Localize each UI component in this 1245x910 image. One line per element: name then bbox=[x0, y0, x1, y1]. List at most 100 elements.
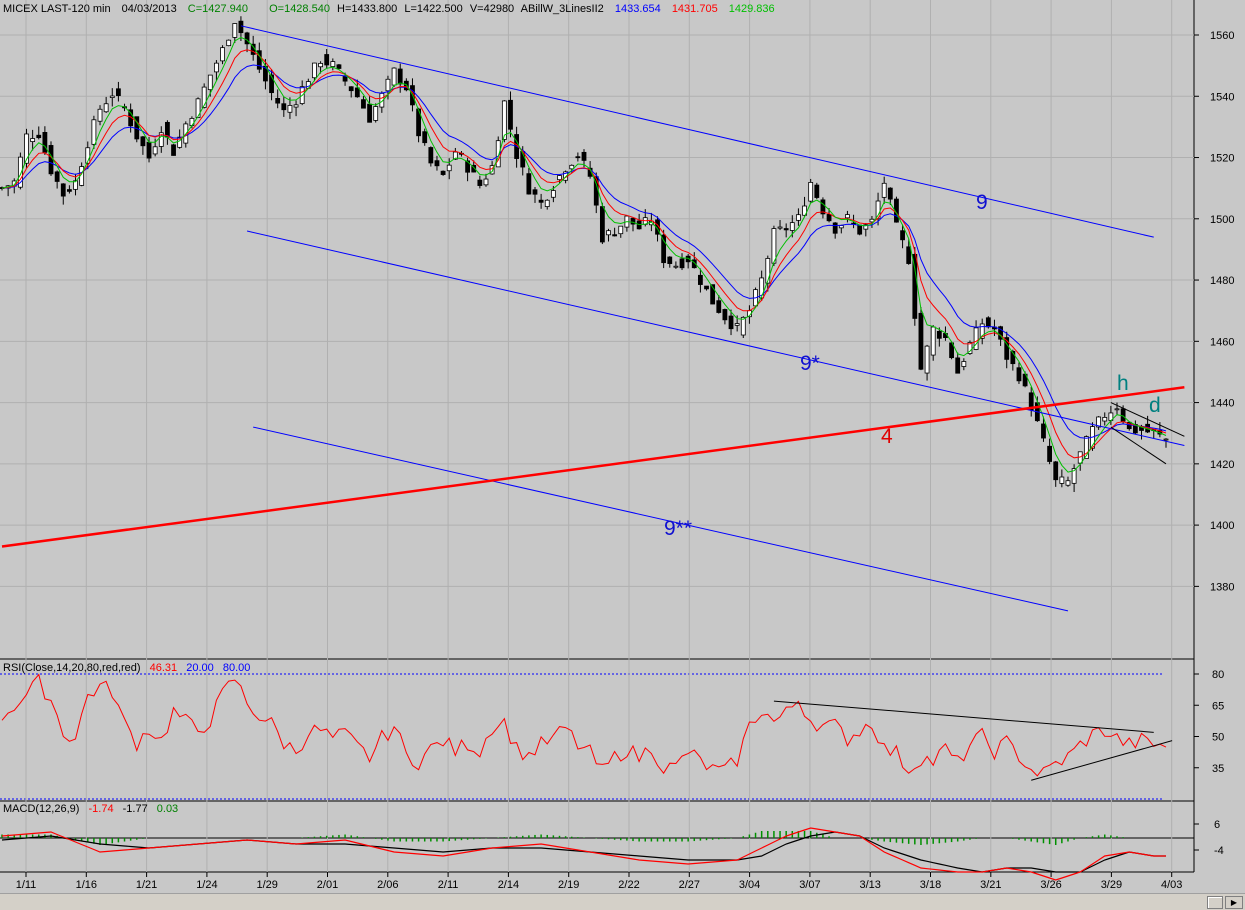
rsi-header-value: 46.31 bbox=[150, 662, 178, 674]
candle-body bbox=[501, 100, 507, 140]
candle-body bbox=[1071, 468, 1077, 484]
macd-header-macd: -1.74 bbox=[88, 803, 113, 815]
date-tick-label: 3/29 bbox=[1101, 879, 1122, 891]
date-tick-label: 1/29 bbox=[256, 879, 277, 891]
candle-body bbox=[428, 147, 434, 164]
candle-body bbox=[704, 285, 709, 290]
candle-body bbox=[17, 156, 23, 188]
candle-body bbox=[599, 206, 605, 243]
candle-body bbox=[967, 342, 973, 354]
price-axis-area bbox=[1194, 0, 1245, 893]
candle-body bbox=[1047, 445, 1052, 462]
candle-body bbox=[1065, 480, 1071, 486]
scroll-right-button[interactable]: ▶ bbox=[1225, 896, 1243, 909]
candle-body bbox=[820, 199, 826, 215]
trendline-4 bbox=[1, 386, 1185, 548]
candle-body bbox=[354, 87, 360, 98]
price-panel bbox=[0, 0, 1194, 658]
candle-body bbox=[802, 205, 807, 216]
candle-body bbox=[385, 78, 391, 92]
date-tick-label: 2/14 bbox=[498, 879, 519, 891]
candle-body bbox=[887, 187, 893, 200]
candle-body bbox=[36, 134, 42, 139]
candle-body bbox=[220, 47, 225, 62]
date-tick-label: 4/03 bbox=[1161, 879, 1182, 891]
header-indicator: ABillW_3LinesII2 bbox=[521, 3, 604, 15]
header-date: 04/03/2013 bbox=[122, 3, 177, 15]
candle-body bbox=[1016, 367, 1022, 382]
date-tick-label: 1/16 bbox=[76, 879, 97, 891]
rsi-line bbox=[1, 673, 1167, 777]
price-tick-label: 1480 bbox=[1210, 275, 1234, 287]
candle-body bbox=[740, 316, 746, 336]
rsi-trendline-lower bbox=[1031, 740, 1173, 781]
candle-body bbox=[324, 54, 330, 66]
candle-body bbox=[912, 253, 918, 319]
candle-body bbox=[195, 98, 201, 118]
candle-body bbox=[171, 144, 176, 156]
date-tick-label: 3/21 bbox=[980, 879, 1001, 891]
candle-body bbox=[207, 74, 213, 91]
candle-body bbox=[661, 234, 667, 264]
header-high: H=1433.800 bbox=[337, 3, 397, 15]
candle-body bbox=[759, 277, 765, 299]
candle-body bbox=[244, 32, 250, 45]
candle-body bbox=[612, 234, 618, 237]
candle-body bbox=[667, 256, 673, 264]
svg-text:MICEX LAST-120 min 04/03/2: MICEX LAST-120 min 04/03/2013 C=1427.940… bbox=[3, 3, 775, 15]
svg-text:RSI(Close,14,20,80,red,red): RSI(Close,14,20,80,red,red) 46.31 20.00 … bbox=[3, 662, 250, 674]
candle-body bbox=[863, 224, 869, 230]
candle-body bbox=[140, 136, 146, 147]
date-tick-label: 3/07 bbox=[799, 879, 820, 891]
trend-lines bbox=[1, 25, 1185, 612]
candle-body bbox=[361, 99, 366, 109]
candle-body bbox=[116, 88, 121, 97]
label-9-star: 9* bbox=[800, 352, 820, 375]
candle-body bbox=[924, 345, 930, 374]
date-tick-label: 3/18 bbox=[920, 879, 941, 891]
candle-body bbox=[1120, 408, 1126, 422]
candle-body bbox=[281, 103, 287, 111]
candle-body bbox=[1102, 417, 1108, 422]
candle-body bbox=[783, 228, 789, 231]
candle-body bbox=[1163, 438, 1169, 441]
horizontal-scrollbar[interactable]: ▶ bbox=[0, 893, 1245, 910]
candle-body bbox=[918, 312, 924, 370]
header-volume: V=42980 bbox=[470, 3, 514, 15]
rsi-panel bbox=[0, 660, 1194, 800]
candle-body bbox=[716, 300, 722, 313]
candle-body bbox=[673, 265, 679, 268]
candle-body bbox=[201, 86, 207, 108]
candle-body bbox=[189, 118, 195, 127]
trendline-9ss bbox=[253, 426, 1069, 612]
header-open: O=1428.540 bbox=[269, 3, 330, 15]
candle-body bbox=[1053, 461, 1059, 481]
header-close: C=1427.940 bbox=[188, 3, 248, 15]
candle-body bbox=[814, 184, 820, 198]
candle-body bbox=[973, 327, 979, 350]
date-tick-label: 2/01 bbox=[317, 879, 338, 891]
price-tick-label: 1420 bbox=[1210, 459, 1234, 471]
price-tick-label: 1400 bbox=[1210, 520, 1234, 532]
scrollbar-thumb[interactable] bbox=[1207, 896, 1223, 909]
candle-body bbox=[42, 132, 48, 153]
candle-body bbox=[1041, 423, 1046, 439]
candle-body bbox=[465, 160, 471, 173]
candle-body bbox=[1083, 436, 1089, 460]
candle-body bbox=[232, 23, 238, 38]
candle-body bbox=[226, 39, 232, 47]
header-low: L=1422.500 bbox=[404, 3, 462, 15]
macd-header-signal: -1.77 bbox=[123, 803, 148, 815]
price-tick-label: 1520 bbox=[1210, 153, 1234, 165]
candle-body bbox=[789, 222, 795, 231]
candle-body bbox=[471, 164, 477, 173]
candle-body bbox=[146, 141, 152, 159]
date-tick-label: 2/11 bbox=[438, 879, 459, 891]
header-ind-green: 1429.836 bbox=[729, 3, 775, 15]
candle-body bbox=[128, 109, 134, 127]
candle-body bbox=[857, 224, 863, 235]
price-tick-label: 1560 bbox=[1210, 30, 1234, 42]
price-tick-label: 1380 bbox=[1210, 581, 1234, 593]
candle-body bbox=[158, 132, 164, 147]
